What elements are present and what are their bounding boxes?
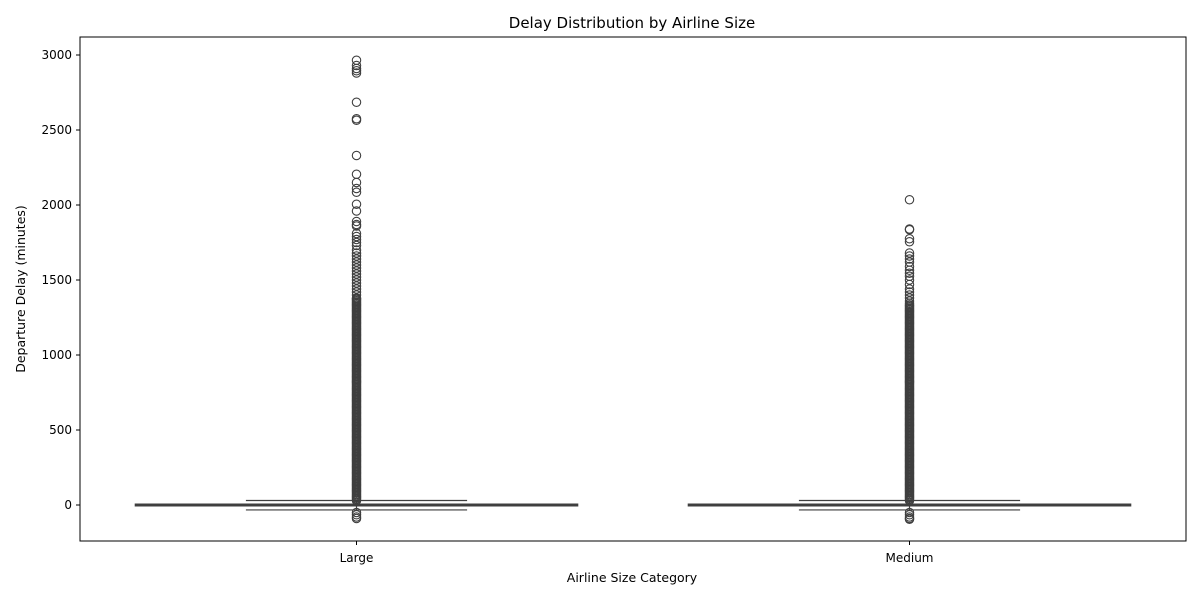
outlier-point bbox=[351, 254, 362, 264]
outlier-point bbox=[904, 237, 915, 247]
outlier-point bbox=[351, 293, 362, 303]
outlier-point bbox=[351, 290, 362, 300]
outlier-point bbox=[351, 150, 362, 161]
outlier-point bbox=[904, 284, 915, 294]
outlier-point bbox=[904, 268, 915, 278]
outlier-point bbox=[351, 66, 362, 76]
y-axis: 0 500 1000 1500 2000 2500 3000 bbox=[41, 48, 80, 512]
outlier-point bbox=[351, 260, 362, 270]
outlier-point bbox=[351, 278, 362, 288]
outlier-point bbox=[351, 284, 362, 294]
outlier-point bbox=[351, 216, 362, 227]
outlier-point bbox=[351, 237, 362, 248]
outlier-point bbox=[351, 115, 362, 126]
outlier-point bbox=[904, 248, 915, 258]
outlier-point bbox=[351, 234, 362, 245]
outlier-point bbox=[904, 296, 915, 306]
outlier-point bbox=[351, 263, 362, 273]
outlier-point bbox=[351, 228, 362, 239]
outlier-point bbox=[351, 206, 362, 216]
y-tick-label: 500 bbox=[49, 423, 72, 437]
outlier-point bbox=[904, 279, 915, 290]
plot-area-frame bbox=[79, 36, 1187, 542]
boxplot-large bbox=[134, 55, 579, 524]
outlier-point bbox=[351, 507, 362, 518]
outlier-point bbox=[351, 275, 362, 285]
outlier-point bbox=[351, 287, 362, 297]
outlier-point bbox=[351, 199, 362, 210]
outlier-point bbox=[351, 272, 362, 282]
outlier-point bbox=[904, 514, 915, 524]
outlier-point bbox=[351, 266, 362, 276]
y-tick-label: 1000 bbox=[41, 348, 72, 362]
y-tick-label: 2500 bbox=[41, 123, 72, 137]
outlier-point bbox=[351, 281, 362, 291]
outlier-point bbox=[904, 234, 915, 244]
outlier-point bbox=[904, 507, 915, 518]
outlier-point bbox=[351, 187, 362, 198]
outlier-point bbox=[351, 509, 362, 520]
outlier-point bbox=[351, 257, 362, 267]
x-tick-label: Large bbox=[340, 551, 374, 565]
outlier-point bbox=[351, 513, 362, 524]
outlier-point bbox=[904, 254, 915, 264]
chart-title: Delay Distribution by Airline Size bbox=[509, 14, 755, 32]
outlier-point bbox=[904, 195, 915, 205]
x-tick-label: Medium bbox=[886, 551, 934, 565]
boxplot-medium bbox=[687, 195, 1132, 524]
outlier-point bbox=[904, 265, 915, 275]
x-axis-label: Airline Size Category bbox=[567, 570, 698, 585]
outlier-point bbox=[351, 63, 362, 74]
outlier-point bbox=[351, 97, 362, 108]
outlier-point bbox=[351, 221, 362, 231]
outlier-point bbox=[351, 60, 362, 71]
outlier-point bbox=[904, 261, 915, 272]
outlier-point bbox=[904, 275, 915, 285]
outlier-point bbox=[351, 240, 362, 251]
outlier-point bbox=[351, 68, 362, 78]
outlier-point bbox=[351, 251, 362, 261]
outlier-point bbox=[351, 177, 362, 188]
outlier-point bbox=[351, 169, 362, 180]
outlier-point bbox=[351, 248, 362, 258]
outlier-point bbox=[904, 251, 915, 261]
x-axis: Large Medium bbox=[340, 541, 934, 565]
outlier-point bbox=[351, 269, 362, 279]
y-tick-label: 2000 bbox=[41, 198, 72, 212]
y-tick-label: 1500 bbox=[41, 273, 72, 287]
outlier-point bbox=[351, 231, 362, 242]
outlier-point bbox=[904, 298, 915, 308]
outlier-point bbox=[904, 509, 915, 520]
y-tick-label: 0 bbox=[64, 498, 72, 512]
y-axis-label: Departure Delay (minutes) bbox=[13, 205, 28, 373]
outlier-point bbox=[351, 183, 362, 194]
outlier-point bbox=[351, 245, 362, 255]
outlier-point bbox=[904, 287, 915, 297]
boxplots bbox=[134, 55, 1132, 524]
outlier-point bbox=[904, 293, 915, 303]
y-tick-label: 3000 bbox=[41, 48, 72, 62]
outlier-point bbox=[904, 225, 915, 235]
